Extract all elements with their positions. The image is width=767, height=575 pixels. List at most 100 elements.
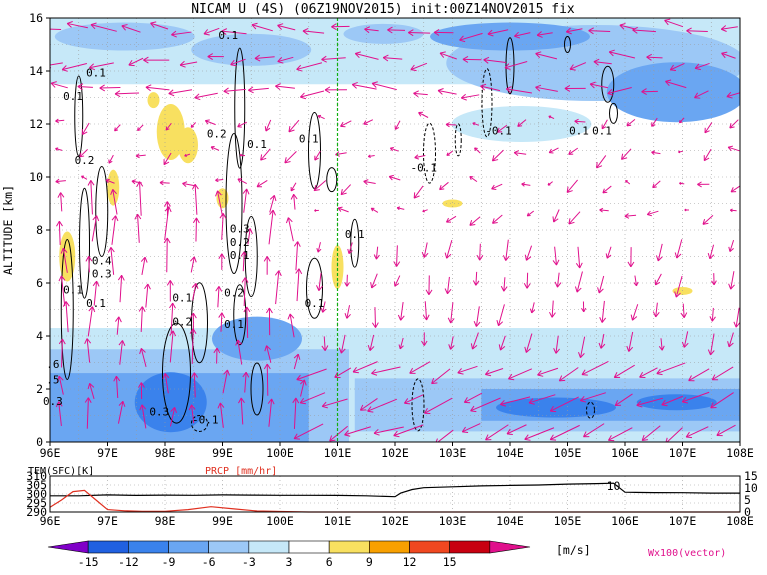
wind-vector bbox=[491, 149, 504, 162]
contour-line bbox=[244, 216, 258, 297]
wind-vector bbox=[651, 150, 661, 155]
wind-vector bbox=[242, 188, 250, 213]
wind-vector bbox=[90, 22, 117, 32]
wind-vector bbox=[165, 122, 172, 131]
wind-vector bbox=[688, 368, 710, 382]
wind-vector bbox=[266, 307, 273, 336]
colorbar-label: 15 bbox=[443, 555, 457, 569]
wind-vector bbox=[145, 84, 170, 92]
wind-vector bbox=[669, 62, 685, 72]
wind-vector bbox=[517, 119, 527, 127]
wind-vector bbox=[367, 334, 375, 351]
surface-annotation: 10 bbox=[607, 479, 621, 493]
wind-vector bbox=[66, 21, 88, 29]
x-tick-label: 103E bbox=[439, 446, 467, 460]
wind-vector bbox=[222, 369, 230, 394]
wind-vector bbox=[169, 302, 176, 334]
wind-vector bbox=[639, 367, 658, 379]
wind-vector bbox=[568, 147, 579, 155]
wind-vector bbox=[221, 28, 247, 35]
wind-vector bbox=[552, 246, 560, 266]
wind-vector bbox=[733, 307, 740, 328]
wind-vector bbox=[274, 270, 282, 305]
colorbar-swatch bbox=[489, 540, 531, 554]
wind-vector bbox=[284, 151, 297, 164]
wind-vector bbox=[77, 83, 93, 91]
wind-vector bbox=[502, 239, 510, 261]
wind-vector bbox=[136, 181, 144, 216]
wind-vector bbox=[499, 396, 531, 407]
wind-vector bbox=[238, 397, 245, 425]
colorbar-swatch bbox=[449, 540, 491, 554]
wind-vector bbox=[654, 273, 662, 286]
wind-vector bbox=[295, 268, 303, 302]
wind-vector bbox=[597, 275, 605, 294]
colorbar-label: -12 bbox=[118, 555, 139, 569]
wind-vector bbox=[115, 316, 122, 335]
wind-vector bbox=[665, 79, 687, 89]
wind-vector bbox=[505, 86, 532, 94]
wind-vector bbox=[113, 375, 121, 399]
wind-vector bbox=[240, 251, 248, 272]
wind-vector bbox=[317, 114, 325, 120]
wind-vector bbox=[548, 115, 555, 120]
wind-vector bbox=[410, 62, 428, 72]
wind-vector bbox=[61, 63, 88, 72]
wind-vector bbox=[207, 53, 224, 61]
wind-vector bbox=[87, 383, 95, 400]
wind-vector bbox=[139, 347, 147, 367]
wind-vector bbox=[166, 280, 174, 302]
wind-vector bbox=[55, 178, 66, 184]
wind-vector bbox=[583, 423, 605, 438]
wind-vector bbox=[636, 397, 664, 408]
wind-vector bbox=[192, 217, 200, 242]
wind-vector bbox=[664, 18, 684, 28]
colorbar-swatch bbox=[208, 540, 250, 554]
wind-vector bbox=[191, 183, 199, 215]
shade-positive bbox=[331, 245, 344, 290]
wind-vector bbox=[496, 124, 508, 133]
contour-line bbox=[586, 401, 595, 419]
wind-vector bbox=[135, 153, 146, 159]
wind-vector bbox=[239, 153, 246, 157]
wind-vector bbox=[630, 304, 639, 321]
wind-vector bbox=[665, 427, 683, 442]
wind-vector bbox=[568, 211, 581, 225]
main-panel: 0.10.10.10.20.20.1 0.1-0.1-0.1 0.10.40.30.… bbox=[1, 11, 754, 460]
wind-vector bbox=[218, 312, 226, 332]
x-tick-label: 105E bbox=[554, 446, 582, 460]
wind-vector bbox=[373, 246, 380, 260]
surface-x-tick-label: 105E bbox=[554, 514, 582, 528]
wind-vector bbox=[264, 119, 272, 132]
wind-vector bbox=[138, 306, 146, 332]
wind-vector bbox=[287, 313, 295, 338]
wind-vector bbox=[552, 209, 560, 223]
wind-vector bbox=[627, 247, 635, 268]
surface-x-tick-label: 98E bbox=[155, 514, 176, 528]
wind-vector bbox=[364, 26, 379, 34]
contour-label: 0.1 bbox=[305, 297, 325, 310]
wind-vector bbox=[387, 26, 406, 34]
wind-vector bbox=[243, 306, 251, 338]
wind-vector bbox=[179, 60, 198, 68]
wind-vector bbox=[491, 183, 503, 190]
wind-vector bbox=[363, 119, 374, 126]
contour-line bbox=[326, 167, 338, 193]
x-tick-label: 97E bbox=[97, 446, 118, 460]
surface-gridlines bbox=[50, 476, 740, 512]
wind-vector bbox=[296, 62, 323, 72]
contour-label: -0.1 bbox=[192, 413, 219, 426]
wind-vector bbox=[601, 119, 608, 130]
contour-label: 0.1 bbox=[592, 125, 612, 138]
wind-vector bbox=[710, 392, 734, 409]
y-tick-label: 2 bbox=[36, 382, 43, 396]
wind-vector bbox=[633, 275, 639, 287]
wind-vector bbox=[684, 208, 689, 212]
wind-vector bbox=[716, 424, 736, 437]
shade-blob bbox=[134, 372, 207, 433]
y-tick-label: 4 bbox=[36, 329, 43, 343]
wind-vector bbox=[110, 189, 118, 215]
wind-vector bbox=[476, 243, 484, 261]
surface-x-tick-label: 99E bbox=[212, 514, 233, 528]
contour-line bbox=[233, 284, 247, 346]
